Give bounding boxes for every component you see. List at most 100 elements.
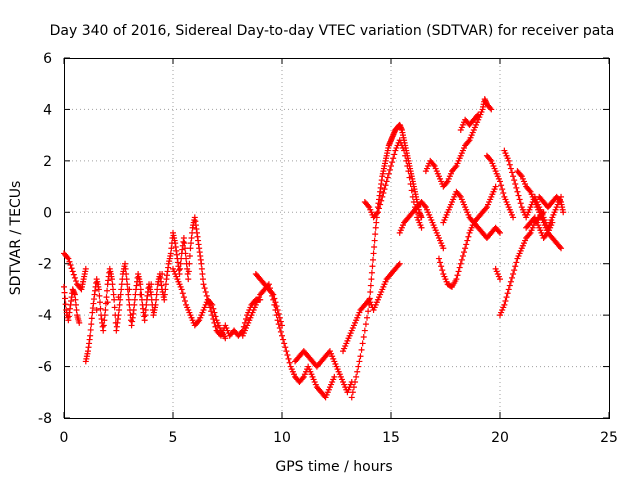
data-point-marker xyxy=(182,250,189,257)
data-point-marker xyxy=(373,210,380,217)
data-point-marker xyxy=(142,312,149,319)
data-point-marker xyxy=(277,318,284,325)
data-point-marker xyxy=(439,267,446,274)
data-point-marker xyxy=(383,178,390,185)
data-point-marker xyxy=(177,265,184,272)
data-point-marker xyxy=(443,179,450,186)
data-point-marker xyxy=(358,346,365,353)
data-point-marker xyxy=(371,244,378,250)
data-point-marker xyxy=(465,138,472,145)
data-point-marker xyxy=(465,233,472,240)
data-point-marker xyxy=(405,168,412,175)
y-tick-label: 2 xyxy=(43,154,52,170)
data-point-marker xyxy=(281,340,288,347)
data-point-marker xyxy=(137,291,144,298)
data-point-marker xyxy=(72,301,79,308)
data-point-marker xyxy=(238,328,245,335)
y-tick-label: 6 xyxy=(43,51,52,67)
data-point-marker xyxy=(349,389,356,396)
x-tick-label: 10 xyxy=(273,430,291,446)
data-point-marker xyxy=(560,209,567,216)
data-point-marker xyxy=(503,294,510,301)
data-point-marker xyxy=(510,214,517,221)
data-point-marker xyxy=(517,200,524,207)
data-point-marker xyxy=(497,276,503,283)
data-point-marker xyxy=(507,165,514,172)
data-point-marker xyxy=(277,328,284,335)
data-point-marker xyxy=(381,186,388,193)
data-point-marker xyxy=(202,289,209,295)
data-points xyxy=(61,96,567,401)
data-point-marker xyxy=(367,289,374,295)
data-point-marker xyxy=(70,271,77,278)
data-point-marker xyxy=(111,296,118,303)
data-point-marker xyxy=(462,245,469,252)
data-point-marker xyxy=(101,317,108,324)
data-point-marker xyxy=(181,298,188,304)
data-point-marker xyxy=(180,235,187,241)
data-point-marker xyxy=(513,259,520,266)
data-point-marker xyxy=(65,255,72,262)
data-point-marker xyxy=(403,157,410,164)
data-point-marker xyxy=(355,363,362,370)
x-tick-label: 5 xyxy=(169,430,178,446)
data-point-marker xyxy=(395,262,402,268)
data-point-marker xyxy=(526,187,533,194)
data-point-marker xyxy=(504,290,511,297)
data-point-marker xyxy=(406,174,413,181)
data-point-marker xyxy=(161,296,168,303)
data-point-marker xyxy=(168,245,175,252)
data-point-marker xyxy=(505,157,512,164)
data-point-marker xyxy=(66,258,73,265)
data-point-marker xyxy=(461,249,468,256)
data-point-marker xyxy=(153,296,160,303)
data-point-marker xyxy=(95,286,102,293)
data-point-marker xyxy=(362,321,369,328)
data-point-marker xyxy=(186,260,193,267)
data-point-marker xyxy=(104,299,111,306)
x-tick-label: 15 xyxy=(382,430,400,446)
data-point-marker xyxy=(69,268,76,275)
data-point-marker xyxy=(285,355,292,362)
data-point-marker xyxy=(396,260,403,267)
data-point-marker xyxy=(498,182,505,189)
x-tick-label: 25 xyxy=(600,430,618,446)
data-point-marker xyxy=(507,278,514,285)
data-point-marker xyxy=(511,267,518,274)
data-point-marker xyxy=(125,291,132,298)
data-point-marker xyxy=(354,368,361,375)
data-point-marker xyxy=(208,300,215,307)
data-point-marker xyxy=(284,352,291,358)
data-point-marker xyxy=(88,315,95,322)
data-point-marker xyxy=(271,295,278,302)
data-point-marker xyxy=(359,340,366,347)
data-point-marker xyxy=(96,292,103,299)
data-point-marker xyxy=(195,318,202,325)
data-point-marker xyxy=(366,295,373,302)
data-point-marker xyxy=(369,263,376,270)
data-point-marker xyxy=(104,287,111,294)
data-point-marker xyxy=(118,281,125,288)
data-point-marker xyxy=(275,310,282,317)
data-point-marker xyxy=(286,359,293,366)
chart-title: Day 340 of 2016, Sidereal Day-to-day VTE… xyxy=(50,23,615,39)
data-point-marker xyxy=(148,291,155,298)
data-point-marker xyxy=(188,235,195,241)
data-point-marker xyxy=(111,304,118,311)
data-point-marker xyxy=(390,155,397,162)
data-point-marker xyxy=(556,244,563,250)
data-point-marker xyxy=(131,301,138,308)
data-point-marker xyxy=(457,260,464,267)
data-point-marker xyxy=(409,193,416,200)
data-point-marker xyxy=(279,332,285,339)
data-point-marker xyxy=(435,255,442,262)
data-point-marker xyxy=(556,197,563,204)
data-point-marker xyxy=(274,307,281,313)
data-point-marker xyxy=(282,344,289,351)
data-point-marker xyxy=(187,240,194,247)
data-point-marker xyxy=(199,271,206,277)
data-point-marker xyxy=(488,106,495,113)
data-point-marker xyxy=(487,156,494,163)
data-point-marker xyxy=(115,312,122,319)
data-point-marker xyxy=(72,278,79,285)
